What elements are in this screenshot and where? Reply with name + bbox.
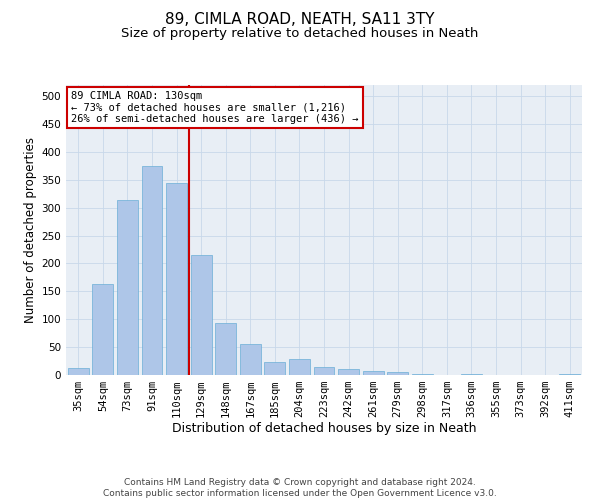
- Bar: [559, 374, 580, 375]
- Text: Size of property relative to detached houses in Neath: Size of property relative to detached ho…: [121, 28, 479, 40]
- Text: 89 CIMLA ROAD: 130sqm
← 73% of detached houses are smaller (1,216)
26% of semi-d: 89 CIMLA ROAD: 130sqm ← 73% of detached …: [71, 91, 359, 124]
- Bar: [166, 183, 187, 375]
- Bar: [117, 200, 138, 375]
- Bar: [68, 368, 89, 375]
- Bar: [92, 284, 113, 375]
- Bar: [461, 374, 482, 375]
- Bar: [191, 255, 212, 375]
- Bar: [338, 370, 359, 375]
- X-axis label: Distribution of detached houses by size in Neath: Distribution of detached houses by size …: [172, 422, 476, 434]
- Text: 89, CIMLA ROAD, NEATH, SA11 3TY: 89, CIMLA ROAD, NEATH, SA11 3TY: [165, 12, 435, 28]
- Bar: [240, 344, 261, 375]
- Bar: [412, 374, 433, 375]
- Bar: [215, 323, 236, 375]
- Bar: [362, 370, 383, 375]
- Bar: [289, 359, 310, 375]
- Y-axis label: Number of detached properties: Number of detached properties: [24, 137, 37, 323]
- Bar: [314, 367, 334, 375]
- Text: Contains HM Land Registry data © Crown copyright and database right 2024.
Contai: Contains HM Land Registry data © Crown c…: [103, 478, 497, 498]
- Bar: [142, 166, 163, 375]
- Bar: [387, 372, 408, 375]
- Bar: [265, 362, 286, 375]
